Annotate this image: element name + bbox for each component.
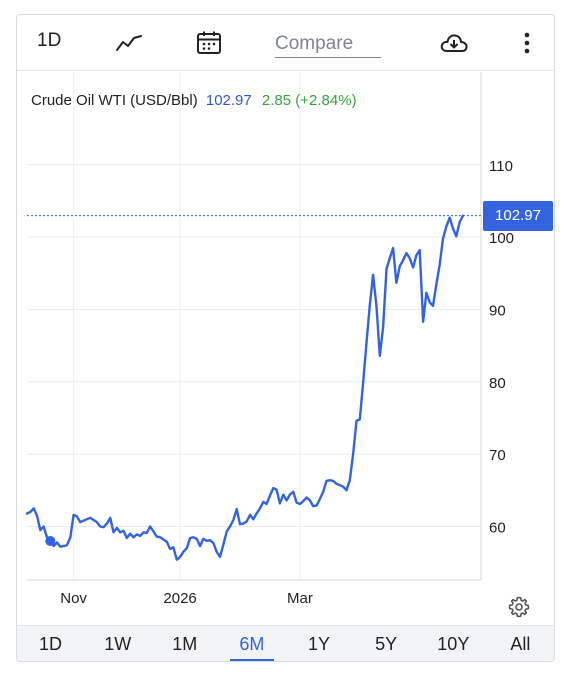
x-tick-label: 2026	[163, 590, 196, 607]
chart-legend: Crude Oil WTI (USD/Bbl) 102.97 2.85 (+2.…	[31, 92, 357, 109]
compare-input[interactable]	[275, 30, 381, 57]
y-tick-label: 90	[489, 302, 506, 319]
line-chart-icon[interactable]	[113, 27, 145, 59]
chart-card: 1D	[16, 14, 555, 662]
y-tick-label: 110	[489, 158, 513, 175]
range-tab-10y[interactable]: 10Y	[437, 634, 470, 654]
range-selector: 1D 1W 1M 6M 1Y 5Y 10Y All	[17, 625, 554, 661]
range-tab-1d[interactable]: 1D	[39, 634, 63, 654]
range-tab-5y[interactable]: 5Y	[375, 634, 398, 654]
range-tab-1w[interactable]: 1W	[104, 634, 132, 654]
x-tick-label: Mar	[287, 590, 313, 607]
legend-change: 2.85 (+2.84%)	[261, 92, 357, 109]
series-line	[25, 214, 465, 561]
calendar-icon[interactable]	[193, 27, 225, 59]
last-price-tag: 102.97	[483, 200, 553, 231]
y-tick-label: 70	[489, 447, 506, 464]
hover-marker	[45, 535, 56, 546]
cloud-download-icon[interactable]	[438, 27, 470, 59]
gear-icon[interactable]	[507, 595, 531, 619]
price-chart[interactable]: 60 70 80 90 100 110 Nov 2026 Mar	[17, 72, 555, 625]
more-vert-icon[interactable]	[511, 27, 543, 59]
interval-selector[interactable]: 1D	[37, 30, 62, 51]
range-tab-all[interactable]: All	[510, 634, 531, 654]
y-tick-label: 100	[489, 230, 514, 247]
range-tab-1y[interactable]: 1Y	[308, 634, 331, 654]
y-tick-label: 60	[489, 519, 506, 536]
legend-instrument-name: Crude Oil WTI (USD/Bbl)	[31, 92, 198, 109]
range-tab-1m[interactable]: 1M	[172, 634, 198, 654]
x-tick-label: Nov	[60, 590, 87, 607]
legend-last-price: 102.97	[205, 92, 252, 109]
compare-field[interactable]	[275, 30, 381, 58]
range-tab-6m[interactable]: 6M	[218, 626, 285, 661]
chart-toolbar: 1D	[17, 15, 554, 71]
y-tick-label: 80	[489, 375, 506, 392]
